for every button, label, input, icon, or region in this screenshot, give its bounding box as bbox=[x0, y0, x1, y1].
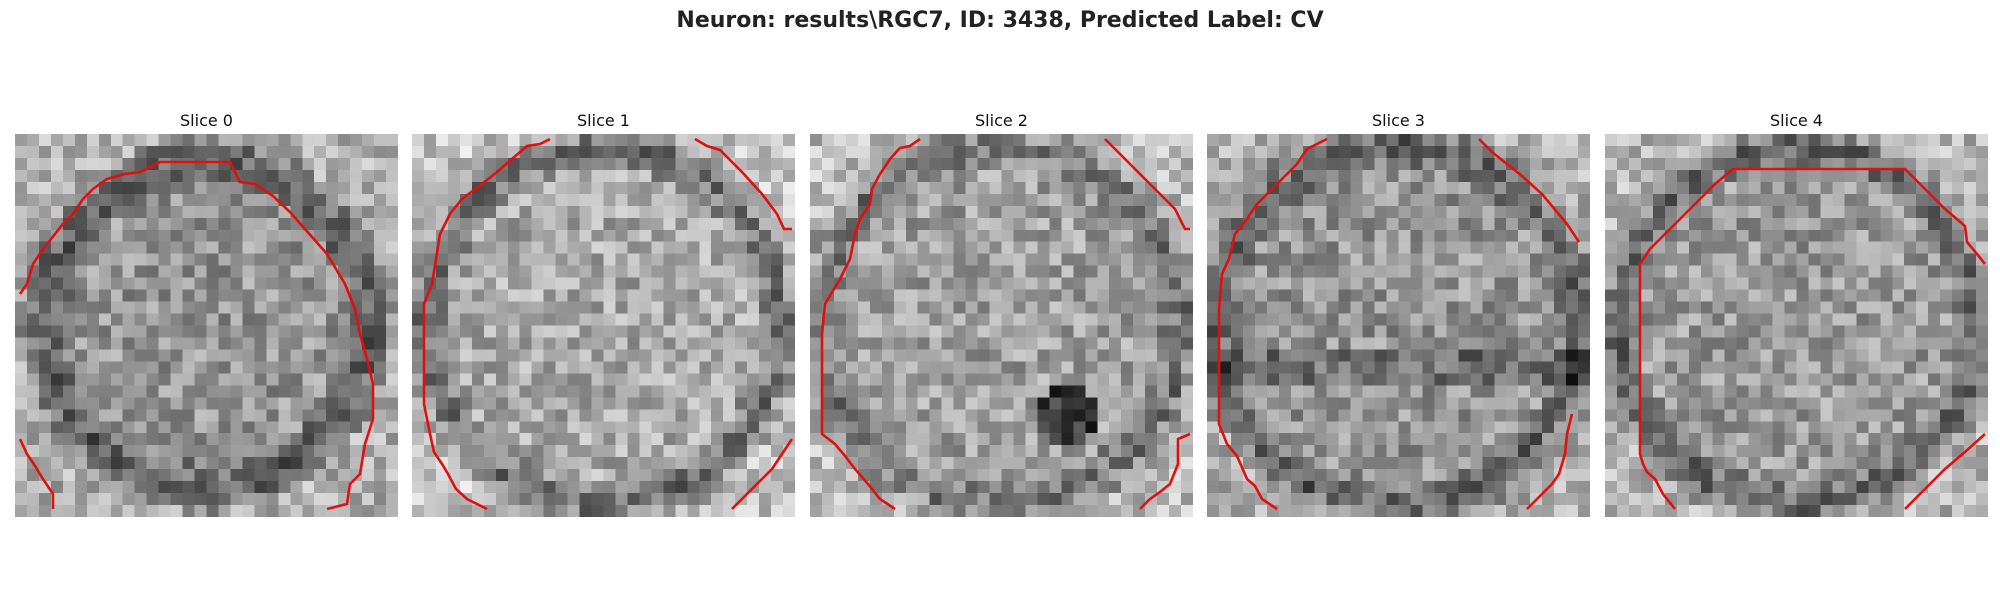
cell-contour-line bbox=[1478, 138, 1581, 243]
slice-panel-2: Slice 2 bbox=[810, 108, 1193, 517]
cell-contour-line bbox=[1526, 413, 1574, 510]
slice-image-4 bbox=[1605, 134, 1988, 517]
slice-image-0 bbox=[15, 134, 398, 517]
contour-overlay bbox=[422, 137, 794, 511]
cell-contour-line bbox=[1104, 138, 1190, 231]
grayscale-pixel-grid bbox=[1207, 134, 1590, 517]
slice-image-2 bbox=[810, 134, 1193, 517]
grayscale-pixel-grid bbox=[412, 134, 795, 517]
cell-contour-line bbox=[18, 160, 375, 511]
cell-contour-line bbox=[18, 438, 55, 509]
grayscale-pixel-grid bbox=[15, 134, 398, 517]
cell-contour-line bbox=[1638, 167, 1987, 510]
cell-contour-line bbox=[1217, 137, 1328, 511]
cell-contour-line bbox=[1139, 432, 1191, 510]
cell-contour-line bbox=[1904, 433, 1986, 510]
slice-panel-0: Slice 0 bbox=[15, 108, 398, 517]
cell-contour-line bbox=[422, 137, 551, 511]
slice-title: Slice 4 bbox=[1770, 111, 1823, 130]
contour-overlay bbox=[1217, 137, 1581, 511]
slice-image-1 bbox=[412, 134, 795, 517]
figure-title: Neuron: results\RGC7, ID: 3438, Predicte… bbox=[676, 8, 1324, 33]
slice-panel-4: Slice 4 bbox=[1605, 108, 1988, 517]
contour-overlay bbox=[820, 137, 1191, 511]
slice-title: Slice 0 bbox=[180, 111, 233, 130]
contour-overlay bbox=[18, 160, 375, 511]
slice-panel-3: Slice 3 bbox=[1207, 108, 1590, 517]
slice-title: Slice 1 bbox=[577, 111, 630, 130]
contour-overlay bbox=[1638, 167, 1987, 510]
slice-title: Slice 2 bbox=[975, 111, 1028, 130]
slice-panel-1: Slice 1 bbox=[412, 108, 795, 517]
grayscale-pixel-grid bbox=[1605, 134, 1988, 517]
cell-contour-line bbox=[731, 438, 794, 510]
grayscale-pixel-grid bbox=[810, 134, 1193, 517]
cell-contour-line bbox=[820, 137, 921, 511]
cell-contour-line bbox=[694, 137, 792, 231]
slice-image-3 bbox=[1207, 134, 1590, 517]
slice-title: Slice 3 bbox=[1372, 111, 1425, 130]
